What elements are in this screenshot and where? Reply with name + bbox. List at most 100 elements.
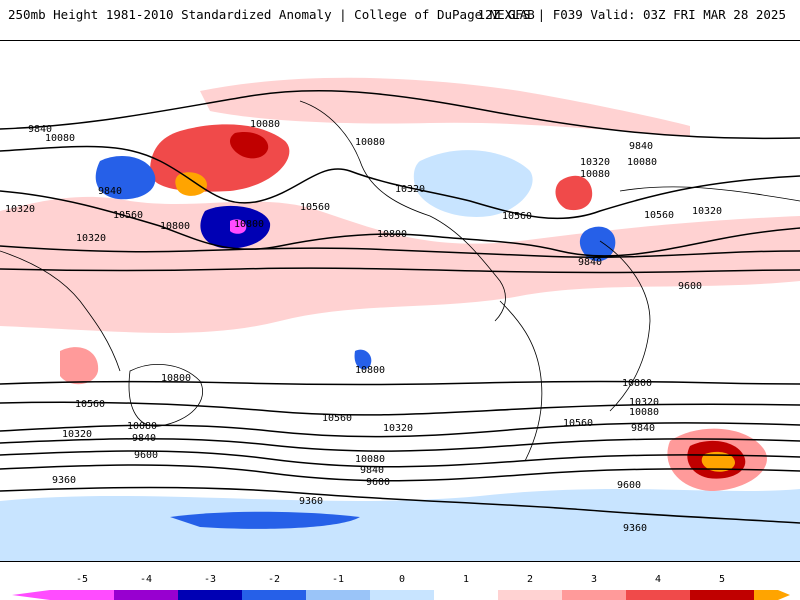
legend-tick-label: -2 bbox=[267, 574, 281, 585]
height-contours bbox=[0, 90, 800, 524]
contour-10800-north bbox=[0, 267, 800, 274]
legend-tick-label: 5 bbox=[718, 574, 726, 585]
legend-tick-label: -4 bbox=[139, 574, 153, 585]
central-pacific-peak bbox=[230, 219, 247, 234]
pacific-jet-peak bbox=[175, 172, 208, 196]
contour-label: 10800 bbox=[160, 221, 190, 232]
contour-9360-south bbox=[0, 486, 800, 524]
contour-label: 9600 bbox=[366, 477, 390, 488]
anomaly-map: 9840 10080 10080 10080 9840 10320 10560 … bbox=[0, 40, 800, 562]
contour-label: 9360 bbox=[52, 475, 76, 486]
legend-swatch-m1 bbox=[370, 590, 434, 600]
antarctic-negative-band bbox=[0, 489, 800, 561]
north-america-negative bbox=[413, 150, 533, 217]
contour-9840-north bbox=[0, 90, 800, 140]
legend-tick-label: 1 bbox=[462, 574, 470, 585]
australia-coast bbox=[128, 364, 203, 427]
legend-tick-label: 2 bbox=[526, 574, 534, 585]
legend-swatch-p1 bbox=[498, 590, 562, 600]
north-pacific-peak bbox=[229, 132, 269, 159]
contour-label: 10080 bbox=[627, 157, 657, 168]
contour-label: 10080 bbox=[127, 421, 157, 432]
contour-label: 10320 bbox=[5, 204, 35, 215]
model-valid-time: 12Z GFS | F039 Valid: 03Z FRI MAR 28 202… bbox=[477, 7, 786, 22]
contour-label: 10320 bbox=[580, 157, 610, 168]
legend-swatch-p3 bbox=[626, 590, 690, 600]
contour-label: 10560 bbox=[300, 202, 330, 213]
contour-label: 10800 bbox=[377, 229, 407, 240]
atlantic-negative bbox=[579, 226, 616, 262]
contour-label: 9840 bbox=[578, 257, 602, 268]
contour-label: 9840 bbox=[629, 141, 653, 152]
contour-10320-south bbox=[0, 422, 800, 438]
contour-label: 10560 bbox=[75, 399, 105, 410]
contour-10080-south bbox=[0, 437, 800, 452]
product-title: 250mb Height 1981-2010 Standardized Anom… bbox=[8, 7, 535, 22]
contour-label: 10560 bbox=[322, 413, 352, 424]
contour-label: 9360 bbox=[299, 496, 323, 507]
contour-label: 10320 bbox=[395, 184, 425, 195]
contour-label: 10320 bbox=[629, 397, 659, 408]
contour-label: 9840 bbox=[98, 186, 122, 197]
southern-ocean-peak bbox=[701, 451, 735, 472]
north-america-coast bbox=[299, 100, 506, 322]
south-america-coast bbox=[499, 300, 543, 462]
legend-swatch-m45 bbox=[114, 590, 178, 600]
contour-label: 10320 bbox=[62, 429, 92, 440]
contour-10560-south bbox=[0, 401, 800, 416]
contour-label: 10800 bbox=[234, 219, 264, 230]
contour-label: 10320 bbox=[76, 233, 106, 244]
europe-coast bbox=[619, 186, 800, 202]
map-canvas: 9840 10080 10080 10080 9840 10320 10560 … bbox=[0, 77, 800, 561]
contour-label: 9840 bbox=[28, 124, 52, 135]
north-pacific-positive bbox=[150, 124, 290, 192]
contour-9840-south bbox=[0, 450, 800, 468]
positive-anomaly-band bbox=[0, 196, 800, 333]
contour-label: 9360 bbox=[623, 523, 647, 534]
contour-label: 10080 bbox=[355, 454, 385, 465]
legend-swatch-m5 bbox=[50, 590, 114, 600]
contour-label: 10800 bbox=[622, 378, 652, 389]
anomaly-shading bbox=[0, 77, 800, 561]
contour-label: 10560 bbox=[563, 418, 593, 429]
south-pacific-negative bbox=[354, 349, 372, 370]
africa-coast bbox=[599, 240, 651, 412]
legend-arrow-right bbox=[778, 590, 790, 600]
contour-label: 9600 bbox=[678, 281, 702, 292]
legend-swatch-p5 bbox=[754, 590, 778, 600]
contour-10800-south bbox=[0, 380, 800, 386]
contour-9600-south bbox=[0, 464, 800, 482]
contour-label: 9600 bbox=[134, 450, 158, 461]
color-scale-bar bbox=[12, 590, 790, 600]
legend-swatch-zero bbox=[434, 590, 498, 600]
west-pacific-negative bbox=[95, 156, 156, 200]
legend-tick-label: 3 bbox=[590, 574, 598, 585]
contour-label: 10080 bbox=[250, 119, 280, 130]
contour-10080-north bbox=[0, 145, 800, 220]
contour-label: 10320 bbox=[692, 206, 722, 217]
legend-tick-label: 4 bbox=[654, 574, 662, 585]
contour-10320-north bbox=[0, 190, 800, 257]
legend-swatch-p2 bbox=[562, 590, 626, 600]
contour-label: 10320 bbox=[383, 423, 413, 434]
legend-tick-label: -1 bbox=[331, 574, 345, 585]
legend-swatch-p4 bbox=[690, 590, 754, 600]
header-bar: 250mb Height 1981-2010 Standardized Anom… bbox=[0, 0, 800, 28]
legend-tick-label: -3 bbox=[203, 574, 217, 585]
legend-swatch-m3 bbox=[242, 590, 306, 600]
indian-ocean-positive bbox=[60, 347, 99, 385]
contour-label: 10080 bbox=[355, 137, 385, 148]
contour-label: 9600 bbox=[617, 480, 641, 491]
legend-tick-label: 0 bbox=[398, 574, 406, 585]
contour-label: 10800 bbox=[161, 373, 191, 384]
contour-label: 10560 bbox=[502, 211, 532, 222]
antarctic-negative-core bbox=[170, 511, 360, 529]
asia-coast bbox=[0, 250, 121, 372]
legend-swatch-m4 bbox=[178, 590, 242, 600]
contour-label: 10560 bbox=[644, 210, 674, 221]
north-atlantic-positive bbox=[555, 175, 593, 211]
contour-label-layer: 9840 10080 10080 10080 9840 10320 10560 … bbox=[5, 119, 722, 534]
contour-10560-north bbox=[0, 245, 800, 258]
legend-tick-label: -5 bbox=[75, 574, 89, 585]
contour-label: 9840 bbox=[631, 423, 655, 434]
